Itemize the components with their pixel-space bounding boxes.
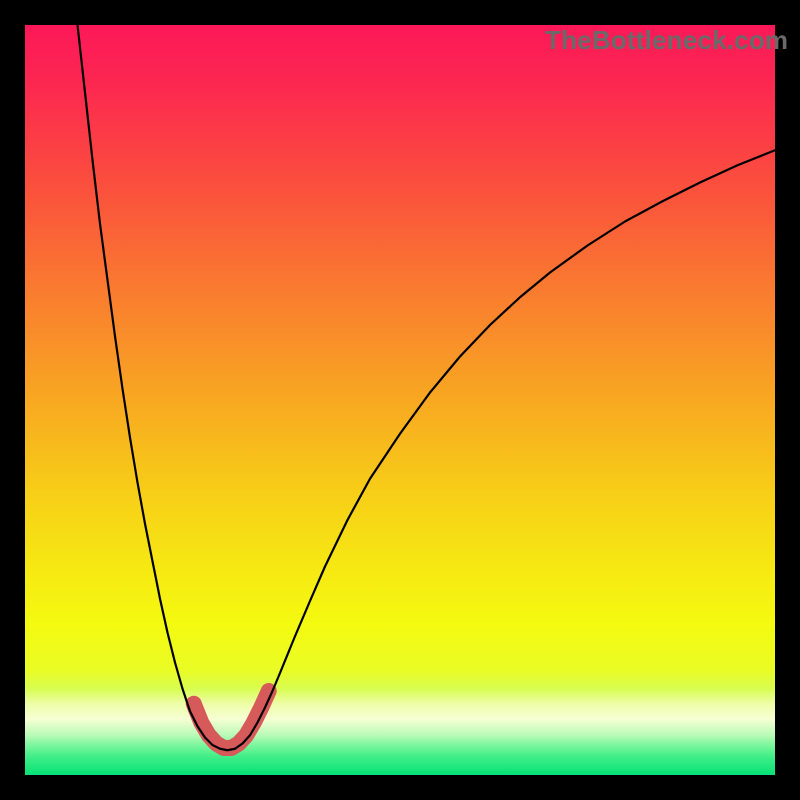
chart-frame bbox=[0, 0, 800, 800]
gradient-background bbox=[25, 25, 775, 775]
bottleneck-chart bbox=[0, 0, 800, 800]
